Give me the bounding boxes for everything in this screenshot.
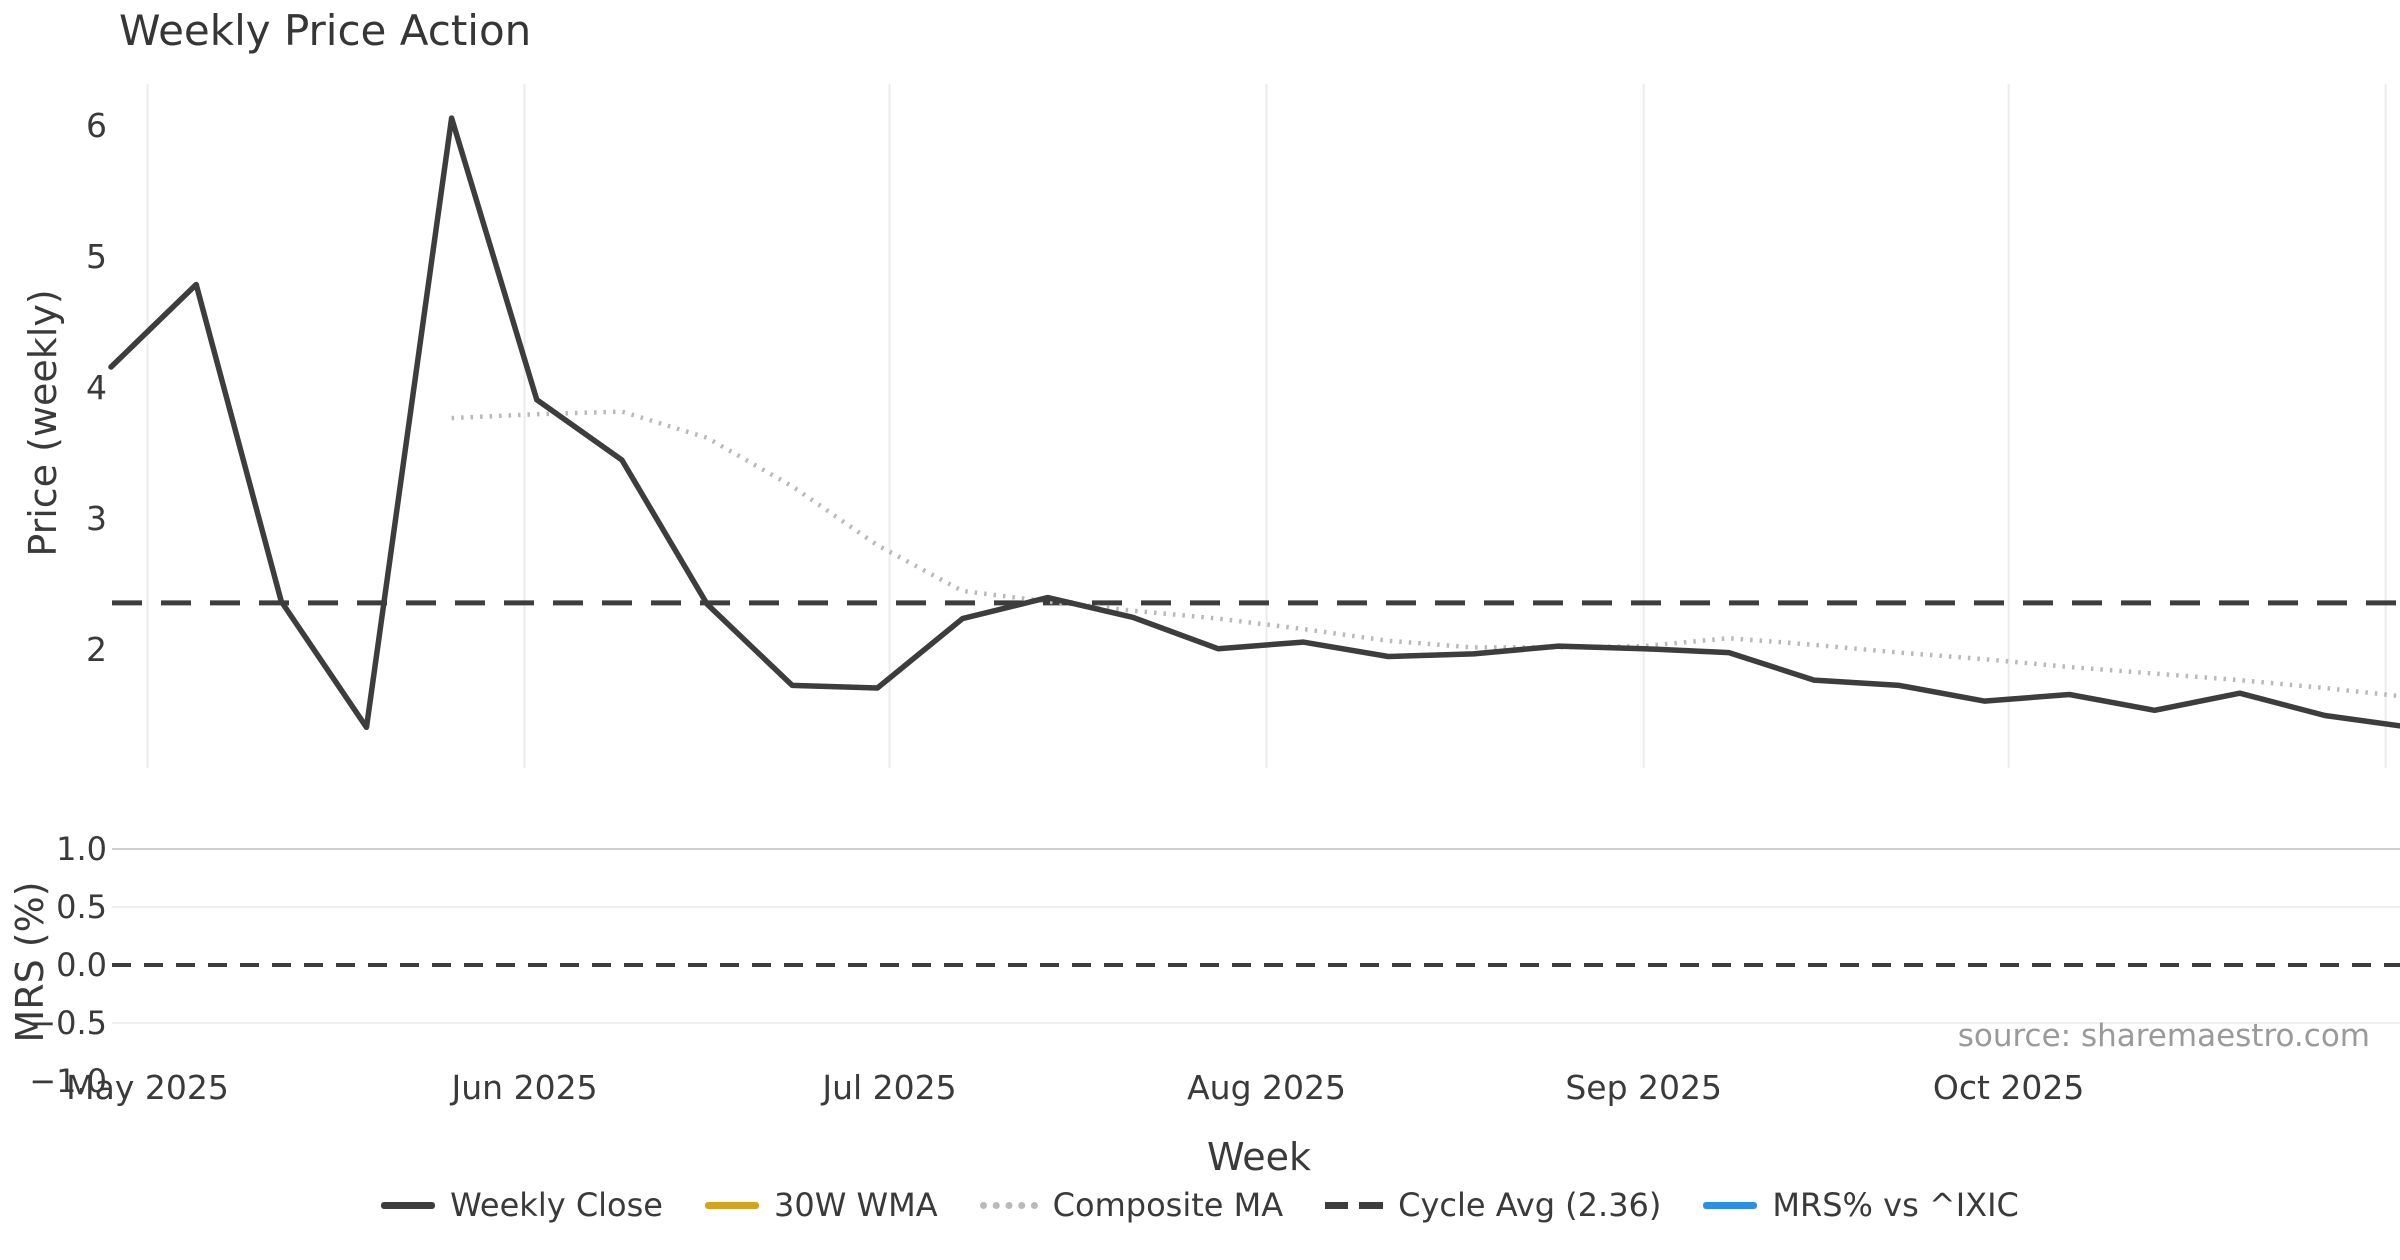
composite-ma-line [451,409,2400,699]
legend-item-composite-ma: Composite MA [979,1186,1284,1224]
price-ytick-3: 3 [86,499,107,538]
source-note: source: sharemaestro.com [1957,1018,2370,1054]
xtick-jul-2025: Jul 2025 [822,1068,957,1107]
legend-label-weekly-close: Weekly Close [450,1186,663,1224]
weekly-close-line [108,115,2400,731]
xtick-aug-2025: Aug 2025 [1187,1068,1347,1107]
legend-item-cycle-avg-2-36: Cycle Avg (2.36) [1325,1186,1661,1224]
xtick-may-2025: May 2025 [66,1068,229,1107]
series-lines [108,115,2400,967]
price-ytick-2: 2 [86,630,107,669]
legend-label-mrs-vs-ixic: MRS% vs ^IXIC [1772,1186,2019,1224]
mrs-ytick-2: 0.0 [56,946,107,984]
xtick-jun-2025: Jun 2025 [451,1068,598,1107]
legend-swatch-cycle-avg-2-36 [1325,1201,1384,1209]
mrs-ytick-3: −0.5 [29,1004,107,1042]
chart-title: Weekly Price Action [119,6,532,55]
legend-item-30w-wma: 30W WMA [704,1186,938,1224]
legend-label-composite-ma: Composite MA [1052,1186,1284,1224]
legend-swatch-composite-ma [979,1201,1038,1209]
legend-label-cycle-avg-2-36: Cycle Avg (2.36) [1398,1186,1662,1224]
price-ytick-5: 5 [86,237,107,276]
legend-swatch-mrs-vs-ixic [1703,1201,1758,1209]
legend-swatch-weekly-close [381,1201,436,1209]
xtick-sep-2025: Sep 2025 [1565,1068,1723,1107]
xtick-oct-2025: Oct 2025 [1932,1068,2085,1107]
price-ytick-4: 4 [86,368,107,407]
mrs-ytick-1: 0.5 [56,888,107,926]
legend-item-mrs-vs-ixic: MRS% vs ^IXIC [1703,1186,2019,1224]
mrs-ytick-0: 1.0 [56,830,107,868]
mrs-ytick-4: −1.0 [29,1062,107,1100]
price-ytick-6: 6 [86,106,107,145]
x-axis-label: Week [1206,1135,1312,1179]
legend-swatch-30w-wma [704,1201,759,1209]
legend-item-weekly-close: Weekly Close [381,1186,663,1224]
mrs-gridlines [112,848,2400,1024]
legend: Weekly Close 30W WMA Composite MA Cycle Avg… [0,1180,2400,1230]
month-gridlines [146,84,2387,768]
legend-label-30w-wma: 30W WMA [773,1186,938,1224]
